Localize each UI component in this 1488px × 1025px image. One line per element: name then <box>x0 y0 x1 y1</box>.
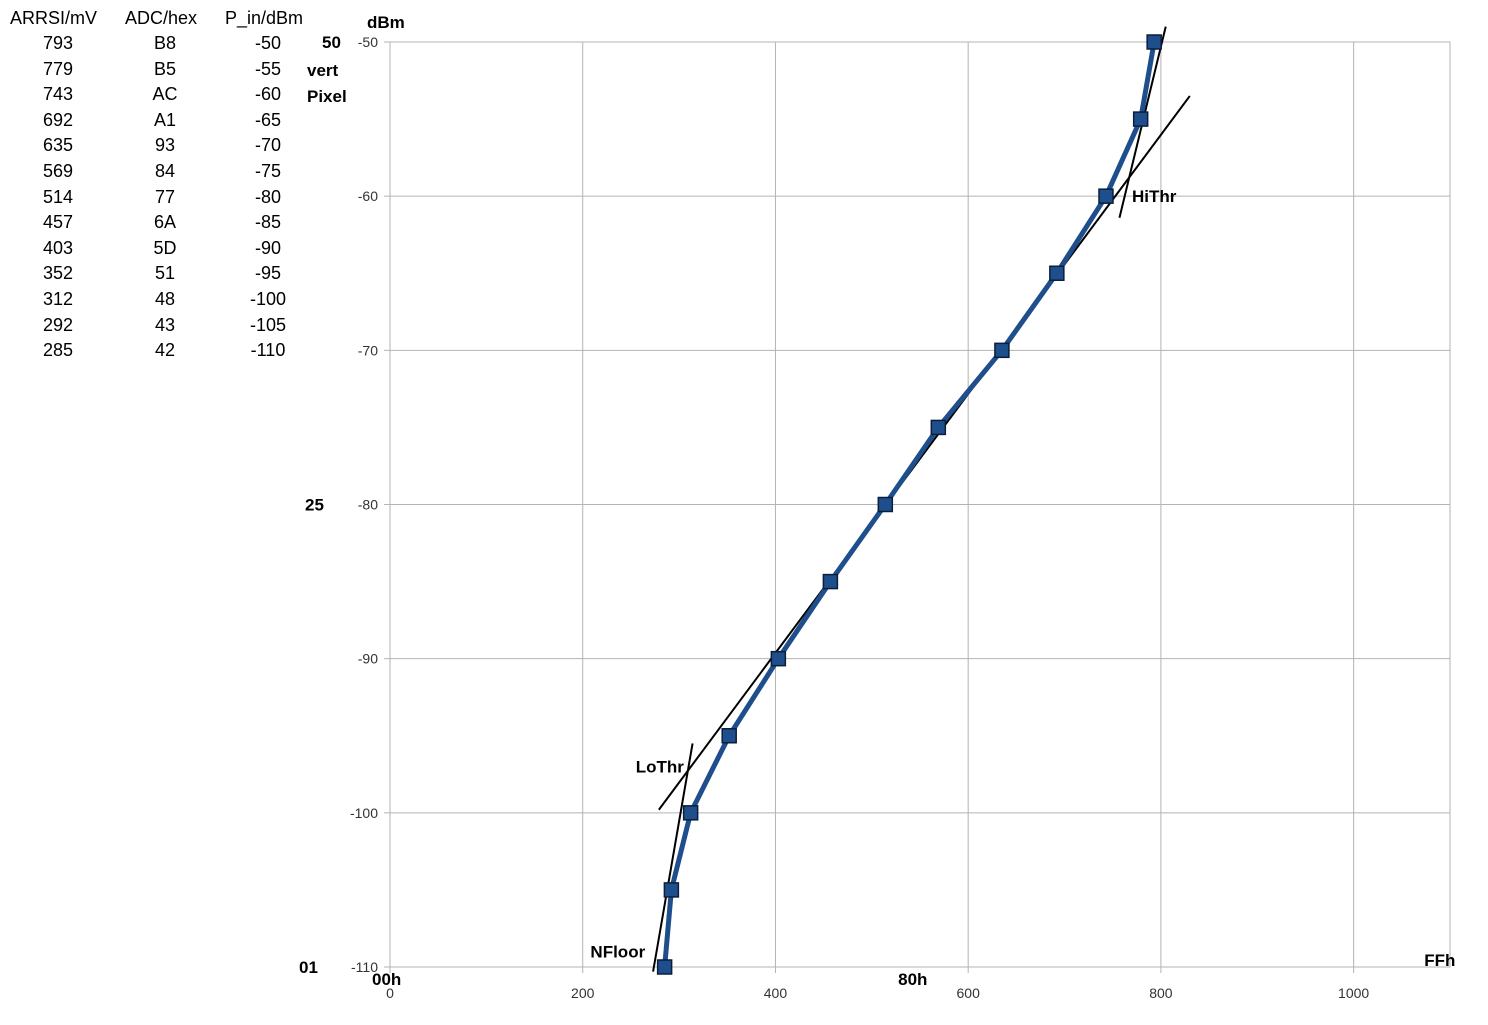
secondary-bottom-label: 80h <box>898 970 927 989</box>
annotation-label: HiThr <box>1132 187 1177 206</box>
table-cell-pin: -105 <box>249 314 287 335</box>
data-point-marker <box>994 342 1010 359</box>
data-point-marker <box>770 650 787 667</box>
table-cell-adc: 93 <box>154 135 176 156</box>
table-cell-pin: -110 <box>250 340 286 361</box>
fit-line <box>652 743 694 972</box>
y-tick-label: -100 <box>350 805 378 821</box>
data-point-marker <box>822 573 839 590</box>
annotation-label: NFloor <box>590 943 645 962</box>
table-cell-arrssi: 569 <box>42 161 74 181</box>
header-arrssi: ARRSI/mV <box>10 8 98 28</box>
data-point-marker <box>663 882 680 898</box>
table-cell-arrssi: 312 <box>42 289 74 309</box>
table-cell-pin: -90 <box>254 237 281 258</box>
header-pin: P_in/dBm <box>225 8 304 28</box>
y-tick-label: -50 <box>358 34 378 50</box>
table-cell-arrssi: 793 <box>42 33 74 53</box>
x-tick-label: 600 <box>957 985 981 1001</box>
table-cell-adc: 42 <box>154 340 176 361</box>
header-adc: ADC/hex <box>125 8 198 28</box>
x-tick-label: 800 <box>1149 985 1173 1001</box>
y-tick-label: -70 <box>358 342 378 358</box>
x-tick-label: 200 <box>571 985 595 1001</box>
secondary-bottom-label: 00h <box>372 970 401 989</box>
table-cell-arrssi: 692 <box>42 109 74 130</box>
x-tick-label: 1000 <box>1338 985 1369 1001</box>
y-axis-label: dBm <box>367 13 405 32</box>
data-point-marker <box>1049 265 1065 281</box>
table-cell-arrssi: 457 <box>42 212 74 233</box>
table-cell-adc: 5D <box>153 237 177 258</box>
table-cell-arrssi: 743 <box>42 84 74 105</box>
table-cell-pin: -85 <box>254 212 281 233</box>
table-cell-pin: -50 <box>254 33 281 53</box>
table-cell-pin: -95 <box>254 263 281 284</box>
table-cell-arrssi: 403 <box>42 237 74 258</box>
data-point-marker <box>656 959 673 975</box>
data-point-marker <box>682 805 699 821</box>
data-point-marker <box>1146 34 1162 50</box>
table-cell-pin: -80 <box>254 186 281 207</box>
table-cell-adc: B5 <box>153 58 177 79</box>
secondary-left-label: vert <box>307 61 339 80</box>
data-point-marker <box>721 728 737 744</box>
table-cell-pin: -70 <box>254 135 281 156</box>
table-cell-arrssi: 285 <box>42 340 74 361</box>
data-point-marker <box>1132 111 1149 127</box>
table-cell-adc: AC <box>152 84 178 105</box>
table-cell-pin: -55 <box>254 58 281 79</box>
secondary-left-label: 01 <box>299 958 318 977</box>
table-cell-adc: 43 <box>154 314 176 335</box>
table-cell-pin: -60 <box>254 84 281 105</box>
secondary-left-label: 50 <box>322 33 341 52</box>
table-cell-adc: 77 <box>154 186 176 207</box>
table-cell-arrssi: 635 <box>42 135 74 156</box>
secondary-bottom-label: FFh <box>1424 951 1455 970</box>
data-point-marker <box>930 419 947 436</box>
table-cell-arrssi: 292 <box>42 314 74 335</box>
secondary-left-label: 25 <box>305 496 324 515</box>
table-cell-adc: 84 <box>154 161 176 181</box>
table-cell-adc: 48 <box>154 289 176 309</box>
table-cell-pin: -75 <box>254 161 281 181</box>
secondary-left-label: Pixel <box>307 87 347 106</box>
table-cell-adc: A1 <box>153 109 177 130</box>
y-tick-label: -80 <box>358 497 378 513</box>
y-tick-label: -90 <box>358 651 378 667</box>
fit-line <box>658 95 1191 811</box>
table-cell-arrssi: 514 <box>42 186 74 207</box>
annotation-label: LoThr <box>636 758 685 777</box>
x-tick-label: 0 <box>386 985 394 1001</box>
table-cell-adc: B8 <box>153 33 177 53</box>
y-tick-label: -60 <box>358 188 378 204</box>
y-tick-label: -110 <box>351 959 378 975</box>
data-point-marker <box>877 496 894 513</box>
table-cell-arrssi: 779 <box>42 58 74 79</box>
table-cell-adc: 51 <box>154 263 176 284</box>
data-point-marker <box>1098 188 1114 204</box>
table-cell-adc: 6A <box>153 212 177 233</box>
x-tick-label: 400 <box>764 985 788 1001</box>
table-cell-pin: -100 <box>249 289 287 309</box>
table-cell-arrssi: 352 <box>42 263 74 284</box>
table-cell-pin: -65 <box>254 109 281 130</box>
